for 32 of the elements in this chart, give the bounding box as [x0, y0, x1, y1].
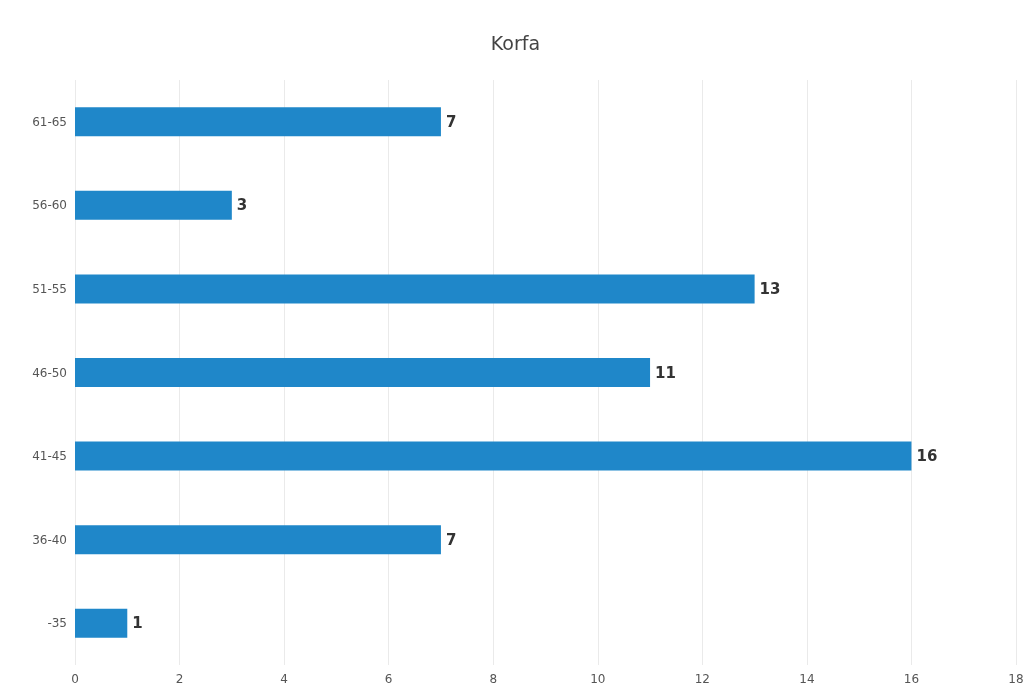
y-tick-label: 36-40	[32, 532, 67, 547]
x-tick-label: 12	[694, 672, 710, 686]
bar	[75, 190, 232, 220]
bar	[75, 441, 912, 471]
y-tick-label: 56-60	[32, 198, 67, 213]
y-tick-label: 41-45	[32, 449, 67, 464]
x-tick-label: 14	[799, 672, 815, 686]
x-tick-label: 18	[1008, 672, 1024, 686]
y-tick-label: 61-65	[32, 114, 67, 129]
x-tick-label: 0	[71, 672, 79, 686]
data-label: 7	[445, 530, 457, 549]
bar	[75, 525, 441, 555]
data-label: 13	[759, 279, 781, 298]
bar	[75, 107, 441, 137]
bar	[75, 358, 651, 387]
x-tick-label: 10	[590, 672, 606, 686]
data-label: 7	[445, 112, 457, 131]
x-tick-label: 4	[280, 672, 288, 686]
y-tick-label: 46-50	[32, 365, 67, 380]
x-tick-label: 8	[489, 672, 498, 686]
y-tick-label: -35	[47, 616, 67, 631]
bar	[75, 274, 755, 304]
chart-title: Korfa	[490, 31, 541, 54]
y-tick-label: 51-55	[32, 281, 67, 296]
x-tick-label: 6	[384, 672, 393, 686]
bar	[75, 608, 128, 638]
data-label: 11	[655, 363, 676, 382]
x-tick-label: 2	[175, 672, 184, 686]
data-label: 16	[916, 447, 938, 466]
x-tick-label: 16	[903, 672, 920, 686]
data-label: 3	[236, 196, 248, 215]
data-label: 1	[132, 614, 143, 633]
